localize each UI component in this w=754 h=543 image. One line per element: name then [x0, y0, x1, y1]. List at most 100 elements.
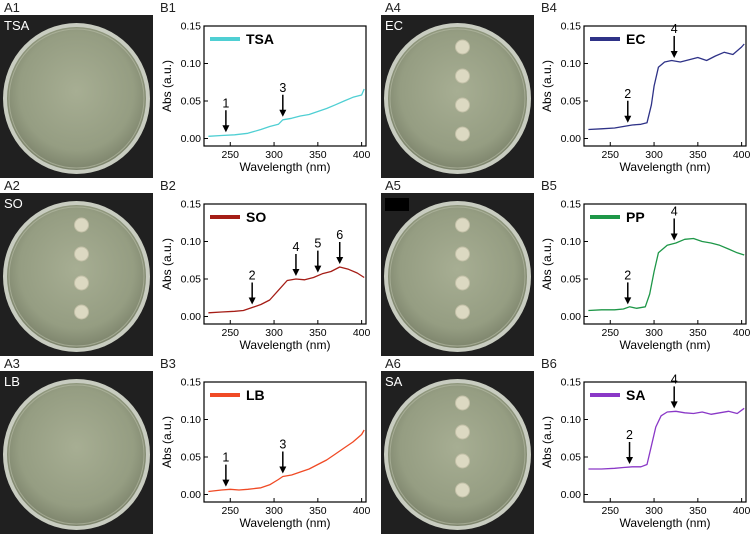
spectrum-line [588, 43, 745, 131]
photo-label-lb: LB [4, 374, 20, 389]
colony-dot [455, 395, 470, 411]
colony-dot [455, 304, 470, 320]
y-tick-label: 0.10 [561, 58, 582, 70]
spectrum-line [208, 429, 365, 493]
annotation-arrowhead [624, 115, 632, 123]
y-tick-label: 0.10 [181, 414, 202, 426]
plot-frame [583, 381, 747, 503]
panel-label-a3: A3 [4, 356, 20, 371]
x-tick-label: 250 [602, 505, 620, 517]
y-tick-label: 0.05 [561, 96, 582, 108]
annotation-arrowhead [314, 265, 322, 273]
y-tick-label: 0.05 [561, 274, 582, 286]
annotation-arrowhead [248, 297, 256, 305]
annotation-label: 3 [279, 438, 286, 452]
panel-label-b5: B5 [541, 178, 557, 193]
y-axis-label: Abs (a.u.) [540, 238, 554, 290]
agar-surface [7, 383, 146, 526]
x-tick-label: 300 [265, 505, 283, 517]
annotation-arrowhead [626, 456, 634, 464]
legend-label: LB [246, 387, 265, 403]
annotation-label: 1 [222, 451, 229, 465]
photo-label-ec: EC [385, 18, 404, 33]
panel-label-b2: B2 [160, 178, 176, 193]
annotation-arrowhead [670, 401, 678, 409]
x-tick-label: 350 [309, 505, 327, 517]
plot-frame [203, 25, 367, 147]
panel-label-a1: A1 [4, 0, 20, 15]
x-tick-label: 350 [689, 505, 707, 517]
petri-dish-photo-tsa: TSA [0, 15, 153, 178]
colony-dot [455, 482, 470, 498]
y-axis-label: Abs (a.u.) [160, 238, 174, 290]
y-tick-label: 0.10 [181, 58, 202, 70]
y-tick-label: 0.00 [561, 133, 582, 145]
annotation-label: 3 [279, 81, 286, 95]
colony-dot [455, 246, 470, 262]
legend-label: EC [626, 31, 645, 47]
x-tick-label: 350 [689, 327, 707, 339]
colony-dot [455, 97, 470, 113]
annotation-label: 4 [671, 372, 678, 386]
spectrum-chart-b6: 250 300 350 400 0.00 0.05 0.10 0.15 Wavelength (… [540, 370, 754, 536]
colony-dot [74, 246, 89, 262]
y-tick-label: 0.15 [181, 199, 202, 211]
photo-label-tsa: TSA [4, 18, 30, 33]
y-axis-label: Abs (a.u.) [160, 60, 174, 112]
spectrum-chart-b4: 250 300 350 400 0.00 0.05 0.10 0.15 Wavelength (… [540, 14, 754, 180]
y-tick-label: 0.05 [181, 452, 202, 464]
y-tick-label: 0.00 [181, 133, 202, 145]
annotation-label: 1 [222, 96, 229, 110]
plot-frame [583, 25, 747, 147]
x-axis-label: Wavelength (nm) [240, 516, 331, 530]
spectrum-line [588, 237, 745, 312]
spectrum-line [208, 88, 365, 137]
x-tick-label: 400 [733, 149, 751, 161]
agar-surface [388, 205, 527, 348]
colony-dot [74, 304, 89, 320]
annotation-arrowhead [222, 125, 230, 133]
annotation-label: 2 [624, 87, 631, 101]
y-axis-label: Abs (a.u.) [160, 416, 174, 468]
y-tick-label: 0.10 [561, 236, 582, 248]
redacted-label-box [385, 198, 409, 211]
annotation-arrowhead [670, 233, 678, 241]
x-tick-label: 400 [733, 327, 751, 339]
x-axis-label: Wavelength (nm) [620, 338, 711, 352]
y-tick-label: 0.15 [561, 21, 582, 33]
colony-dot [455, 217, 470, 233]
petri-dish-photo-pp [381, 193, 534, 356]
agar-surface [388, 383, 527, 526]
panel-label-b3: B3 [160, 356, 176, 371]
x-tick-label: 400 [353, 505, 371, 517]
spectrum-line [588, 407, 745, 470]
x-tick-label: 300 [265, 149, 283, 161]
petri-dish-photo-sa: SA [381, 371, 534, 534]
petri-dish-photo-lb: LB [0, 371, 153, 534]
x-tick-label: 400 [733, 505, 751, 517]
colony-dot [74, 217, 89, 233]
y-tick-label: 0.00 [561, 311, 582, 323]
x-axis-label: Wavelength (nm) [620, 516, 711, 530]
x-tick-label: 350 [309, 327, 327, 339]
spectrum-line [208, 266, 365, 314]
petri-dish-photo-so: SO [0, 193, 153, 356]
annotation-label: 4 [671, 204, 678, 218]
panel-label-b4: B4 [541, 0, 557, 15]
y-tick-label: 0.10 [181, 236, 202, 248]
annotation-arrowhead [670, 50, 678, 58]
spectrum-chart-b5: 250 300 350 400 0.00 0.05 0.10 0.15 Wavelength (… [540, 192, 754, 358]
petri-dish-photo-ec: EC [381, 15, 534, 178]
x-tick-label: 350 [309, 149, 327, 161]
spectrum-chart-b3: 250 300 350 400 0.00 0.05 0.10 0.15 Wavelength (… [160, 370, 374, 536]
y-tick-label: 0.15 [181, 377, 202, 389]
colony-dot [455, 68, 470, 84]
x-tick-label: 250 [222, 327, 240, 339]
agar-surface [7, 27, 146, 170]
y-axis-label: Abs (a.u.) [540, 416, 554, 468]
y-tick-label: 0.05 [181, 96, 202, 108]
legend-label: SO [246, 209, 266, 225]
y-tick-label: 0.05 [181, 274, 202, 286]
y-tick-label: 0.15 [561, 377, 582, 389]
